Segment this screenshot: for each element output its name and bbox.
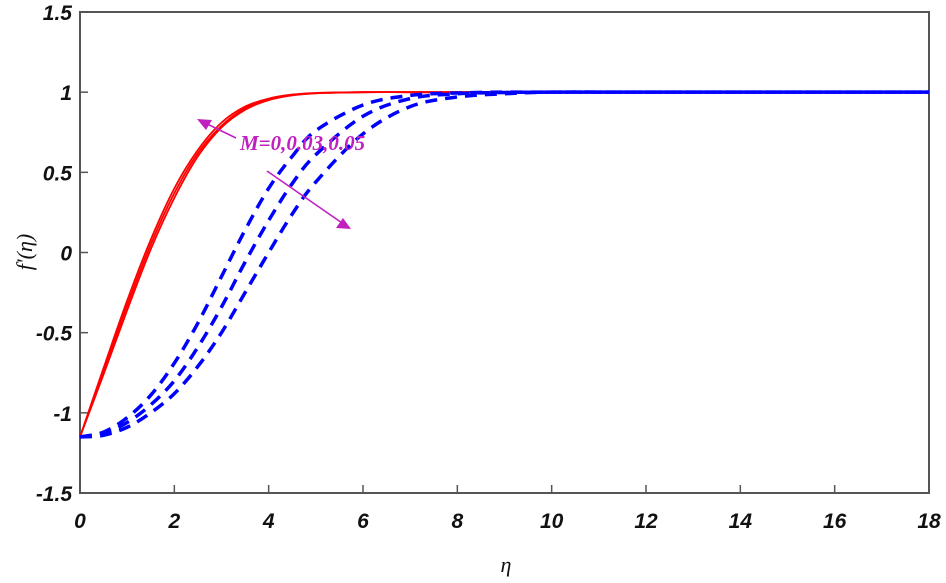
annotation-label: M=0,0.03,0.05 bbox=[239, 131, 365, 155]
x-tick-label: 10 bbox=[540, 510, 564, 533]
dashed-series-line bbox=[79, 90, 929, 439]
y-tick-label: -1 bbox=[53, 403, 72, 426]
x-tick-label: 8 bbox=[451, 510, 463, 533]
x-tick-label: 18 bbox=[917, 510, 941, 533]
x-tick-label: 2 bbox=[167, 510, 180, 533]
y-tick-label: 1.5 bbox=[43, 2, 73, 25]
y-tick-label: 0 bbox=[60, 243, 72, 266]
arrow-down-right-icon bbox=[336, 218, 351, 229]
x-tick-label: 16 bbox=[823, 510, 847, 533]
y-tick-label: 1 bbox=[60, 82, 72, 105]
y-axis-label: f'(η) bbox=[12, 234, 37, 270]
arrow-up-left-icon bbox=[197, 119, 212, 130]
annotation: M=0,0.03,0.05 bbox=[197, 119, 365, 229]
x-tick-label: 14 bbox=[729, 510, 753, 533]
plot-area bbox=[79, 11, 930, 494]
y-tick-label: 0.5 bbox=[43, 162, 73, 185]
axis-ticks: 0 2 4 6 8 10 12 14 16 18 1.5 1 0.5 0 -0.5 -1 -1.5 bbox=[36, 2, 941, 533]
x-tick-label: 0 bbox=[74, 510, 86, 533]
dashed-series-line bbox=[79, 90, 929, 439]
data-series bbox=[79, 90, 929, 439]
x-tick-label: 6 bbox=[357, 510, 369, 533]
x-tick-label: 4 bbox=[262, 510, 275, 533]
y-tick-label: -0.5 bbox=[36, 323, 73, 346]
y-tick-label: -1.5 bbox=[36, 483, 73, 506]
x-axis-label: η bbox=[501, 552, 512, 577]
x-tick-label: 12 bbox=[634, 510, 658, 533]
